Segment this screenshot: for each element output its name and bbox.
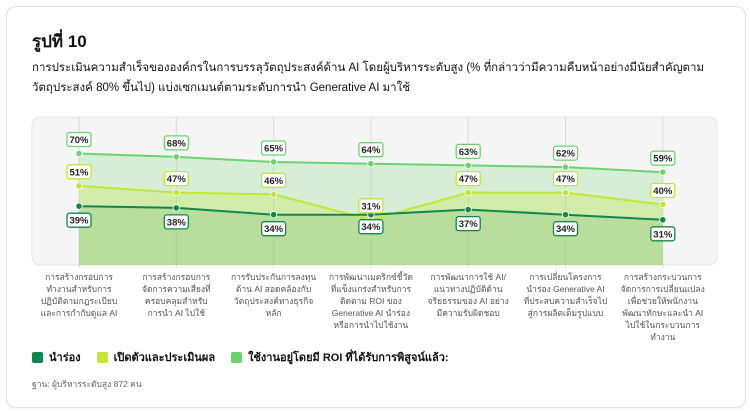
- data-label-box-pilot-3: [358, 219, 384, 235]
- point-scaling-2: [269, 190, 278, 198]
- data-label-box-roi-0: [66, 131, 92, 148]
- data-label-box-pilot-0: [66, 212, 92, 228]
- data-label-scaling-3: 31%: [361, 201, 381, 212]
- figure-description: การประเมินความสำเร็จขององค์กรในการบรรลุว…: [32, 62, 705, 94]
- point-pilot-6: [659, 216, 667, 224]
- data-label-scaling-0: 51%: [69, 167, 89, 178]
- data-label-roi-5: 62%: [556, 149, 576, 160]
- data-label-roi-6: 59%: [653, 154, 673, 165]
- point-roi-4: [464, 161, 472, 169]
- point-pilot-0: [75, 202, 83, 210]
- data-label-roi-3: 64%: [361, 145, 381, 156]
- point-roi-3: [367, 160, 375, 168]
- plot-area: [31, 116, 718, 266]
- data-label-box-scaling-6: [650, 182, 676, 199]
- point-roi-6: [659, 168, 667, 176]
- data-label-box-roi-4: [455, 143, 481, 160]
- data-label-pilot-6: 31%: [653, 229, 673, 240]
- data-label-pilot-3: 34%: [361, 222, 381, 233]
- legend-swatch-roi: [231, 351, 243, 363]
- data-label-scaling-5: 47%: [556, 174, 576, 185]
- legend-item-scaling: เปิดตัวและประเมินผล: [96, 348, 216, 366]
- x-tick-label-5: การเปลี่ยนโครงการนำร่อง Generative AI ที…: [523, 272, 608, 318]
- point-pilot-2: [269, 211, 278, 219]
- data-label-pilot-4: 37%: [459, 219, 479, 230]
- legend: นำร่อง เปิดตัวและประเมินผล ใช้งานอยู่โดย…: [32, 348, 449, 366]
- point-pilot-5: [561, 211, 570, 219]
- data-label-roi-1: 68%: [167, 138, 187, 149]
- data-label-box-scaling-4: [455, 170, 481, 187]
- data-label-box-roi-6: [650, 150, 676, 166]
- data-label-box-scaling-0: [66, 164, 92, 180]
- point-scaling-4: [464, 189, 472, 197]
- legend-item-pilot: นำร่อง: [32, 348, 81, 366]
- legend-label-pilot: นำร่อง: [49, 352, 81, 364]
- data-label-scaling-1: 47%: [167, 174, 187, 185]
- point-scaling-6: [659, 200, 667, 209]
- legend-swatch-pilot: [32, 351, 43, 363]
- data-label-scaling-2: 46%: [264, 176, 284, 187]
- data-label-box-roi-2: [260, 140, 287, 156]
- data-label-scaling-6: 40%: [653, 186, 673, 197]
- point-scaling-1: [172, 189, 180, 197]
- legend-label-roi: ใช้งานอยู่โดยมี ROI ที่ได้รับการพิสูจน์แ…: [248, 352, 449, 364]
- data-label-box-scaling-2: [260, 172, 287, 188]
- data-label-box-pilot-6: [650, 226, 676, 242]
- x-tick-label-2: การรับประกันการลงทุนด้าน AI สอดคล้องกับว…: [231, 272, 317, 318]
- data-label-roi-0: 70%: [69, 135, 89, 146]
- x-tick-label-6: การสร้างกระบวนการจัดการการเปลี่ยนแปลงเพื…: [620, 272, 705, 342]
- x-tick-label-0: การสร้างกรอบการทำงานสำหรับการปฏิบัติตามก…: [40, 272, 118, 318]
- legend-label-scaling: เปิดตัวและประเมินผล: [113, 352, 216, 364]
- x-tick-label-4: การพัฒนาการใช้ AI/แนวทางปฏิบัติด้านจริยธ…: [427, 272, 509, 318]
- point-scaling-5: [561, 189, 570, 197]
- point-pilot-4: [464, 206, 472, 214]
- data-label-box-pilot-1: [163, 214, 189, 230]
- data-label-box-pilot-2: [260, 221, 287, 237]
- data-label-box-scaling-1: [163, 170, 189, 187]
- data-label-pilot-1: 38%: [167, 217, 187, 228]
- area-pilot: [79, 206, 663, 265]
- data-label-box-roi-5: [552, 145, 579, 161]
- legend-item-roi: ใช้งานอยู่โดยมี ROI ที่ได้รับการพิสูจน์แ…: [231, 348, 449, 366]
- data-label-roi-4: 63%: [459, 147, 479, 158]
- data-label-roi-2: 65%: [264, 144, 284, 155]
- data-label-scaling-4: 47%: [459, 174, 479, 185]
- base-note: ฐาน: ผู้บริหารระดับสูง 872 คน: [32, 379, 142, 389]
- point-scaling-0: [75, 182, 83, 190]
- point-pilot-1: [172, 204, 180, 212]
- data-label-pilot-5: 34%: [556, 224, 576, 235]
- data-label-box-roi-3: [358, 142, 384, 158]
- legend-swatch-scaling: [96, 351, 108, 363]
- data-label-box-scaling-5: [552, 170, 579, 187]
- data-label-box-scaling-3: [358, 198, 384, 214]
- point-roi-2: [269, 158, 278, 166]
- point-roi-1: [172, 153, 180, 161]
- data-label-box-pilot-4: [455, 215, 481, 232]
- x-tick-label-1: การสร้างกรอบการจัดการความเสี่ยงที่ครอบคล…: [141, 272, 211, 318]
- data-label-pilot-0: 39%: [69, 216, 89, 227]
- data-label-pilot-2: 34%: [264, 224, 284, 235]
- point-roi-0: [75, 149, 83, 158]
- data-label-box-roi-1: [163, 135, 189, 151]
- figure-title: รูปที่ 10: [32, 32, 87, 51]
- x-tick-label-3: การพัฒนาเมตริกซ์ชี้วัดที่แข็งแกร่งสำหรับ…: [328, 272, 413, 330]
- data-label-box-pilot-5: [552, 221, 579, 237]
- point-roi-5: [561, 163, 570, 171]
